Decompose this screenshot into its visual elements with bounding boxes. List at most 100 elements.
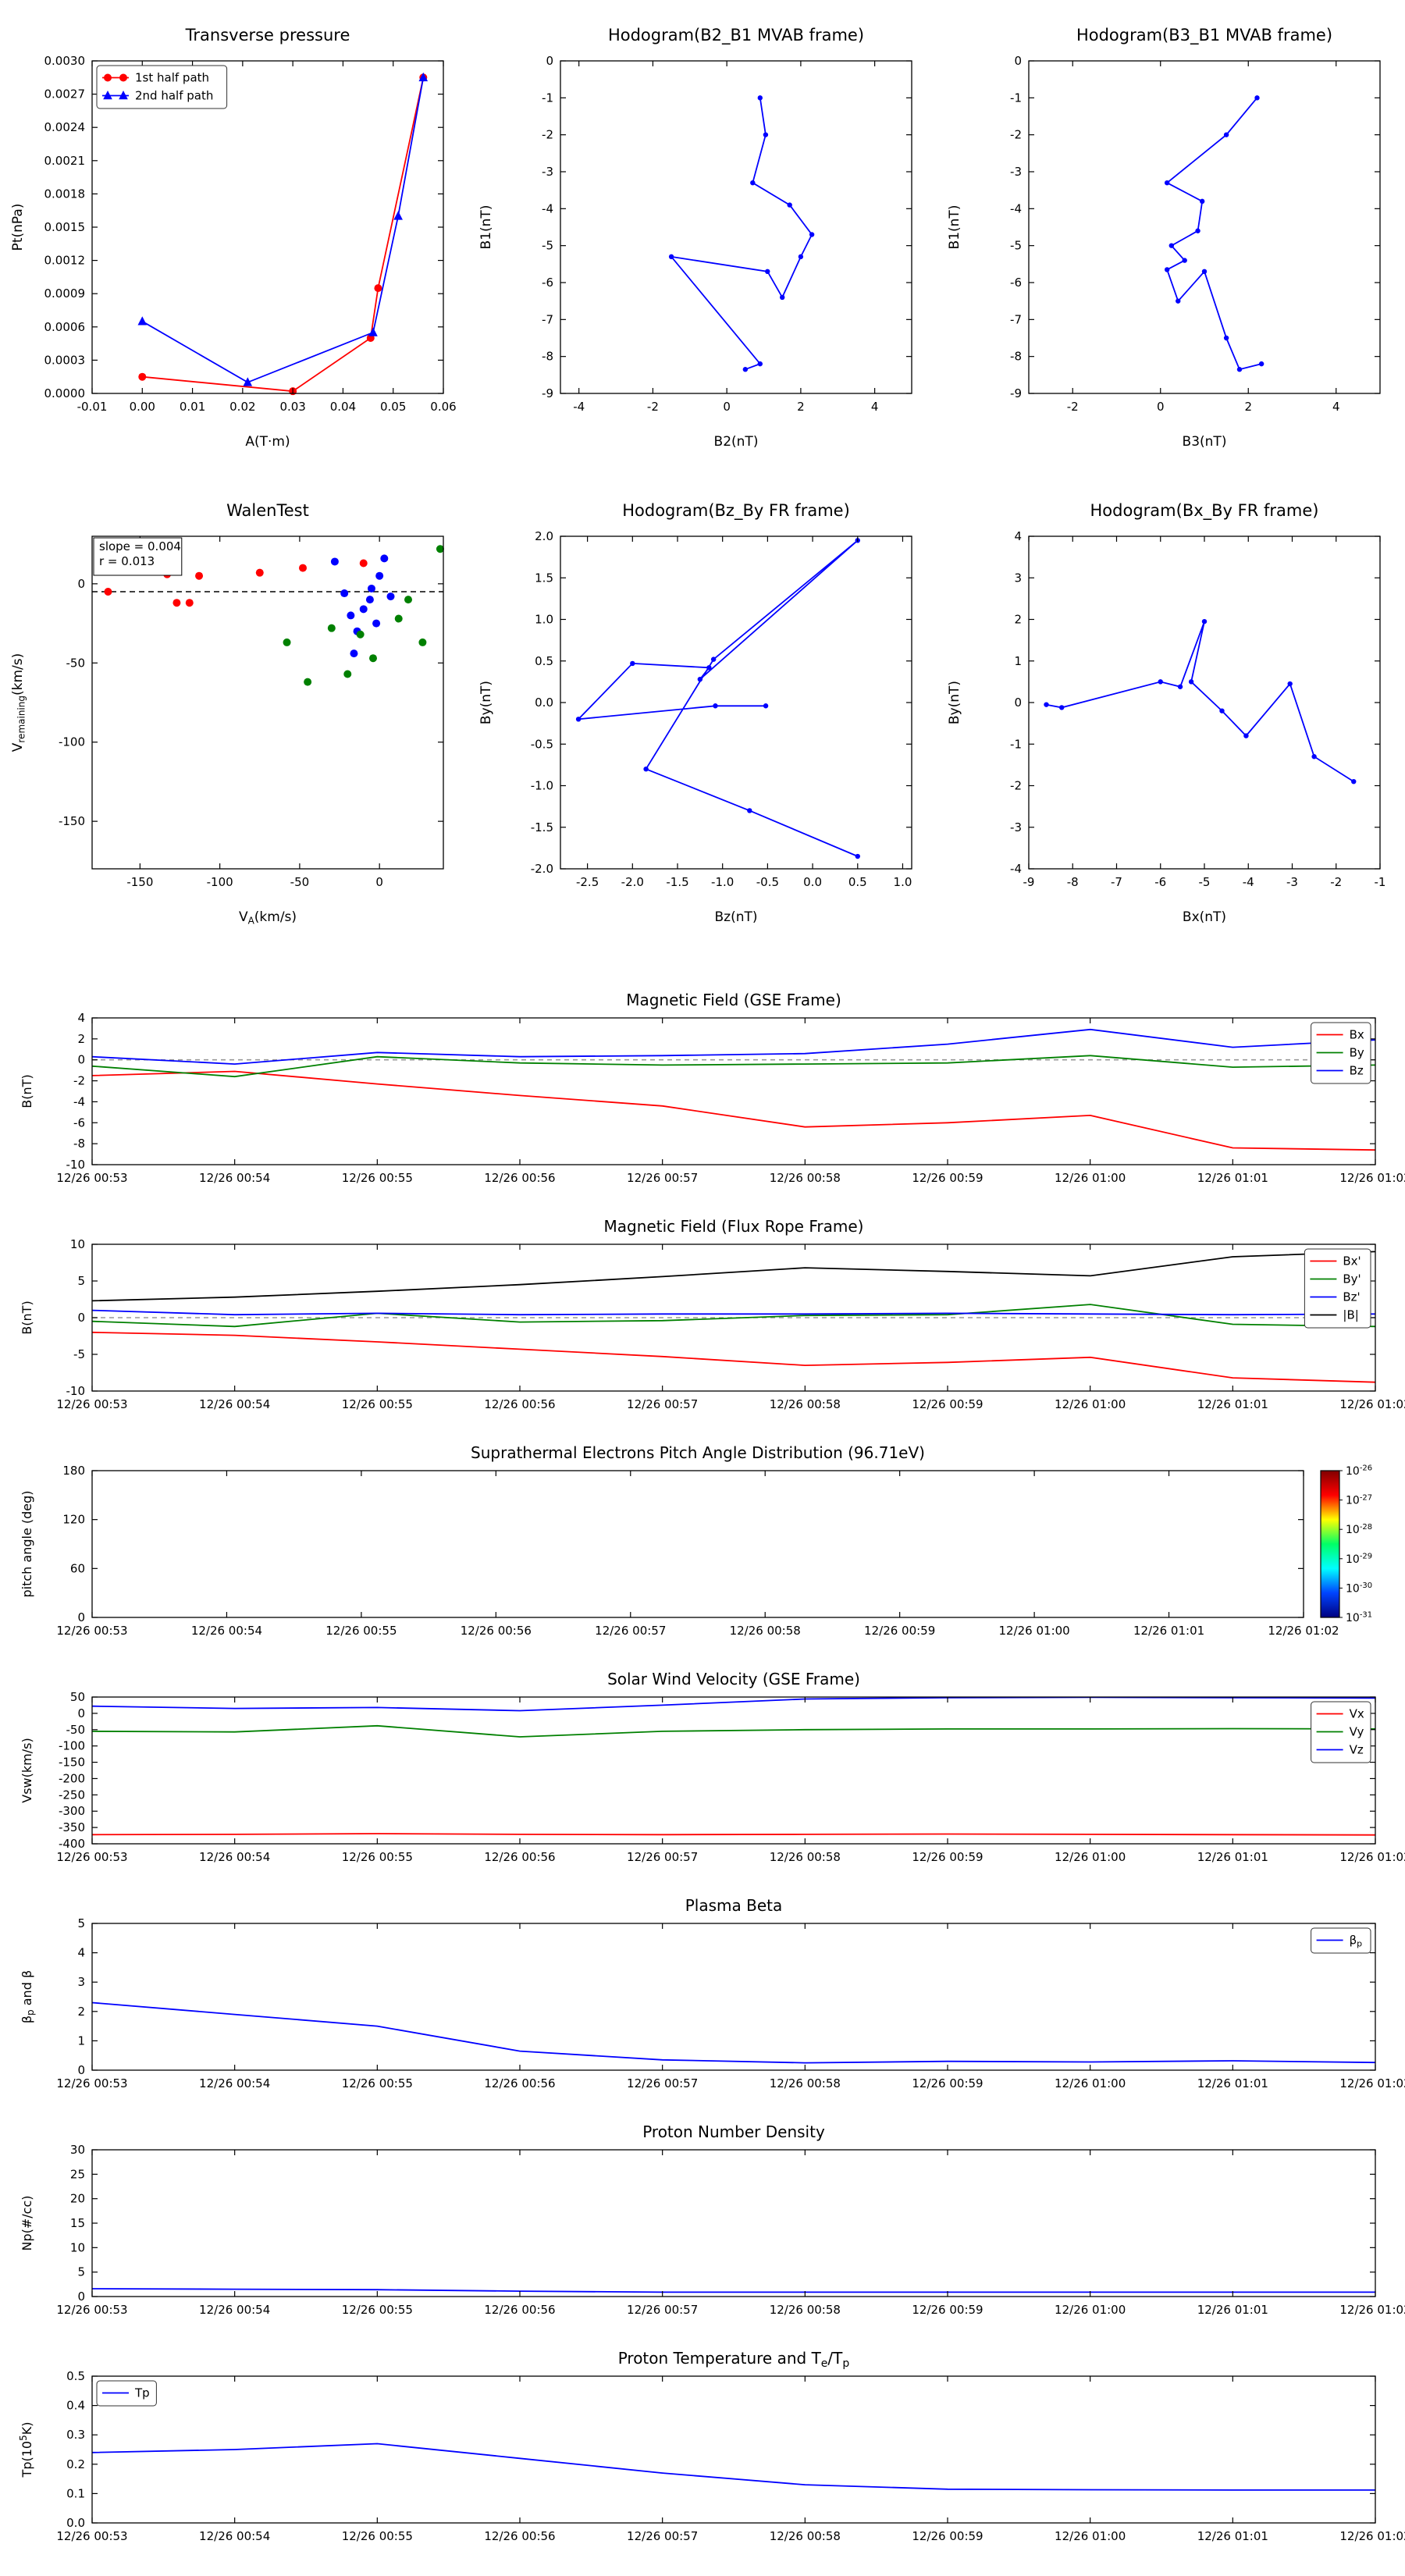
svg-text:0.0015: 0.0015 [44,220,86,234]
svg-text:-1: -1 [1010,737,1022,751]
svg-text:-9: -9 [1023,875,1035,889]
svg-text:-2.0: -2.0 [531,862,553,876]
svg-text:-5: -5 [1010,239,1022,253]
svg-text:3: 3 [1014,571,1022,585]
svg-text:50: 50 [70,1690,85,1704]
svg-text:-7: -7 [1010,312,1022,326]
svg-text:0.02: 0.02 [229,400,255,414]
svg-text:0.0003: 0.0003 [44,353,86,367]
svg-text:12/26 01:00: 12/26 01:00 [1055,2529,1126,2543]
svg-text:-5: -5 [73,1347,85,1361]
svg-text:r = 0.013: r = 0.013 [99,554,155,568]
svg-text:-6: -6 [542,276,553,290]
axis-ticks: 12/26 00:53 12/26 00:54 12/26 00:55 12/26 0… [56,1237,1405,1411]
svg-text:12/26 00:58: 12/26 00:58 [770,1171,841,1185]
svg-text:12/26 00:58: 12/26 00:58 [770,2303,841,2317]
svg-text:12/26 01:00: 12/26 01:00 [1055,1397,1126,1411]
series-B3-B1 trace [1164,95,1264,372]
axes-frame [91,1017,1376,1165]
svg-text:Bx': Bx' [1343,1254,1361,1268]
svg-text:-10: -10 [66,1384,86,1398]
svg-text:4: 4 [1014,529,1022,543]
series-Bz-By trace [575,538,860,859]
svg-text:12/26 00:56: 12/26 00:56 [484,2529,555,2543]
svg-text:12/26 00:56: 12/26 00:56 [484,1397,555,1411]
x-axis-label: A(T·m) [245,434,290,450]
svg-text:5: 5 [77,1916,85,1930]
svg-text:12/26 00:54: 12/26 00:54 [199,2529,270,2543]
svg-text:-2.0: -2.0 [621,875,644,889]
chart-svg-mag-fr: 12/26 00:53 12/26 00:54 12/26 00:55 12/26 0… [20,1217,1405,1411]
svg-text:-4: -4 [73,1094,85,1108]
series-group [91,1028,1376,1151]
svg-text:20: 20 [70,2192,85,2206]
svg-text:-3: -3 [1286,875,1298,889]
svg-text:-4: -4 [1010,862,1022,876]
svg-text:-7: -7 [542,312,553,326]
svg-text:12/26 00:53: 12/26 00:53 [56,2529,127,2543]
svg-text:12/26 01:00: 12/26 01:00 [1055,1171,1126,1185]
y-axis-label: B1(nT) [478,205,494,250]
svg-text:10-28: 10-28 [1346,1523,1372,1536]
chart-svg-hodogram-bz-by: -2.5 -2.0 -1.5 -1.0 -0.5 0.0 0.5 1.0 -2.0 -1.5 -1.… [478,501,912,925]
svg-text:-200: -200 [59,1771,85,1785]
svg-text:-2: -2 [542,128,553,142]
series-group [668,95,815,372]
svg-text:-5: -5 [542,239,553,253]
svg-text:0.0012: 0.0012 [44,254,86,268]
svg-text:12/26 00:54: 12/26 00:54 [199,2076,270,2090]
svg-text:0: 0 [77,2290,85,2304]
chart-svg-vsw-gse: 12/26 00:53 12/26 00:54 12/26 00:55 12/26 0… [20,1670,1405,1864]
series-group [91,2288,1375,2293]
svg-text:10: 10 [70,1237,85,1251]
svg-text:0.2: 0.2 [66,2457,85,2471]
svg-text:12/26 00:55: 12/26 00:55 [342,1397,413,1411]
svg-text:2: 2 [797,400,805,414]
svg-text:0.01: 0.01 [180,400,205,414]
svg-text:0.05: 0.05 [380,400,406,414]
svg-text:0.0030: 0.0030 [44,54,86,68]
svg-text:-6: -6 [1154,875,1166,889]
series-group [104,545,444,686]
chart-hodogram-bx-by: -9 -8 -7 -6 -5 -4 -3 -2 -1 -4 -3 -2 -1 0 1 2 3 4 Hodogram(… [937,486,1405,943]
svg-text:10: 10 [70,2240,85,2254]
series-B2-B1 trace [668,95,815,372]
svg-text:2: 2 [1014,613,1022,627]
svg-text:1: 1 [77,2033,85,2048]
panel-magnetic-field-gse: 12/26 00:53 12/26 00:54 12/26 00:55 12/26 0… [0,985,1405,1212]
chart-svg-transverse-pressure: -0.01 0.00 0.01 0.02 0.03 0.04 0.05 0.06 0.0000 0… [10,26,457,450]
svg-text:12/26 00:55: 12/26 00:55 [342,2076,413,2090]
svg-text:10-31: 10-31 [1346,1611,1372,1624]
x-axis-label: Bx(nT) [1183,909,1226,925]
svg-text:12/26 00:55: 12/26 00:55 [342,1850,413,1864]
chart-title: Hodogram(Bz_By FR frame) [622,501,850,521]
svg-text:-400: -400 [59,1837,85,1851]
svg-text:4: 4 [871,400,879,414]
axis-ticks: -150 -100 -50 0 0 -50 -100 -150 [59,536,443,889]
svg-text:-10: -10 [66,1158,86,1172]
svg-text:12/26 00:59: 12/26 00:59 [912,2303,983,2317]
svg-text:15: 15 [70,2216,85,2230]
svg-text:12/26 01:00: 12/26 01:00 [1055,2076,1126,2090]
svg-text:0: 0 [546,54,553,68]
svg-text:0: 0 [77,1706,85,1720]
y-axis-label: By(nT) [947,681,962,724]
axes-frame [91,1696,1376,1845]
svg-text:-4: -4 [542,201,553,215]
svg-text:12/26 00:57: 12/26 00:57 [627,2303,698,2317]
svg-text:-300: -300 [59,1804,85,1818]
chart-title: Magnetic Field (GSE Frame) [626,991,841,1009]
chart-svg-electron-pad: 12/26 00:53 12/26 00:54 12/26 00:55 12/26 0… [20,1443,1372,1638]
svg-text:12/26 00:55: 12/26 00:55 [325,1624,397,1638]
svg-text:-7: -7 [1111,875,1122,889]
svg-text:0: 0 [1157,400,1165,414]
svg-text:0.0027: 0.0027 [44,87,86,101]
svg-text:-8: -8 [1010,350,1022,364]
chart-title: WalenTest [226,501,309,520]
svg-text:-4: -4 [1243,875,1254,889]
svg-text:-100: -100 [59,1739,85,1753]
axis-ticks: 12/26 00:53 12/26 00:54 12/26 00:55 12/26 0… [56,1011,1405,1185]
svg-text:12/26 01:01: 12/26 01:01 [1197,2303,1268,2317]
chart-walen-test: -150 -100 -50 0 0 -50 -100 -150 WalenTest VA(km/s… [0,486,468,943]
series-Tp [91,2443,1375,2491]
